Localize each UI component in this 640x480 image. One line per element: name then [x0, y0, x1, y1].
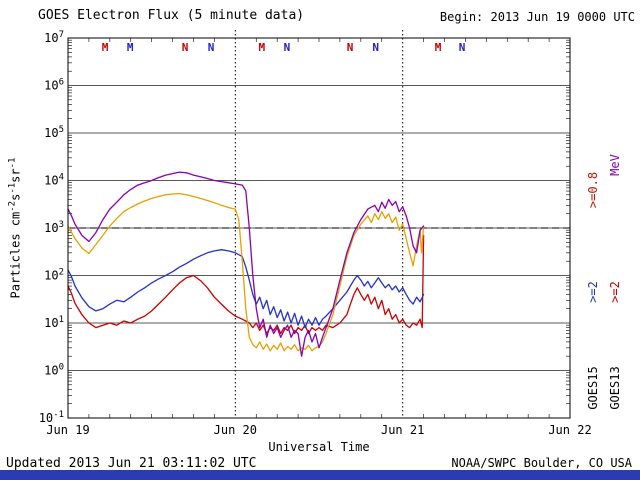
y-tick-label: 100: [44, 363, 64, 378]
legend-label: GOES13: [608, 366, 622, 410]
series-path: [67, 234, 425, 335]
event-marker-letter: M: [435, 41, 442, 54]
event-marker-letter: M: [258, 41, 265, 54]
x-axis-label: Universal Time: [268, 440, 370, 454]
event-marker-letter: N: [372, 41, 379, 54]
event-marker-letter: N: [347, 41, 354, 54]
y-tick-label: 107: [44, 30, 64, 45]
y-tick-label: 106: [44, 78, 64, 93]
x-tick-label: Jun 19: [46, 423, 90, 437]
plot-border: [67, 37, 571, 419]
event-marker-letter: M: [127, 41, 134, 54]
legend-label: >=2: [586, 281, 600, 303]
x-tick-label: Jun 21: [380, 423, 425, 437]
series-path: [67, 192, 425, 352]
legend-label: >=0.8: [586, 171, 600, 209]
begin-timestamp: Begin: 2013 Jun 19 0000 UTC: [439, 10, 635, 24]
y-tick-label: 104: [44, 173, 64, 188]
event-marker-letter: N: [284, 41, 291, 54]
event-marker-letter: M: [102, 41, 109, 54]
series-path: [67, 249, 425, 329]
x-tick-label: Jun 22: [548, 423, 592, 437]
event-marker-letter: N: [459, 41, 466, 54]
event-marker-letter: N: [208, 41, 215, 54]
x-tick-label: Jun 20: [213, 423, 258, 437]
source-attribution: NOAA/SWPC Boulder, CO USA: [451, 456, 632, 470]
y-tick-label: 105: [44, 125, 64, 140]
bottom-blue-bar: [0, 470, 640, 480]
legend-label: >=2: [608, 281, 622, 303]
y-tick-label: 103: [44, 220, 64, 235]
legend-label: MeV: [608, 154, 622, 176]
updated-timestamp: Updated 2013 Jun 21 03:11:02 UTC: [6, 456, 257, 471]
legend-label: GOES15: [586, 366, 600, 410]
chart-title: GOES Electron Flux (5 minute data): [38, 8, 305, 23]
y-tick-label: 101: [44, 315, 64, 330]
y-axis-label: Particles cm-2s-1sr-1: [7, 157, 23, 299]
y-tick-label: 102: [44, 268, 64, 283]
series-path: [67, 171, 425, 357]
event-marker-letter: N: [182, 41, 189, 54]
